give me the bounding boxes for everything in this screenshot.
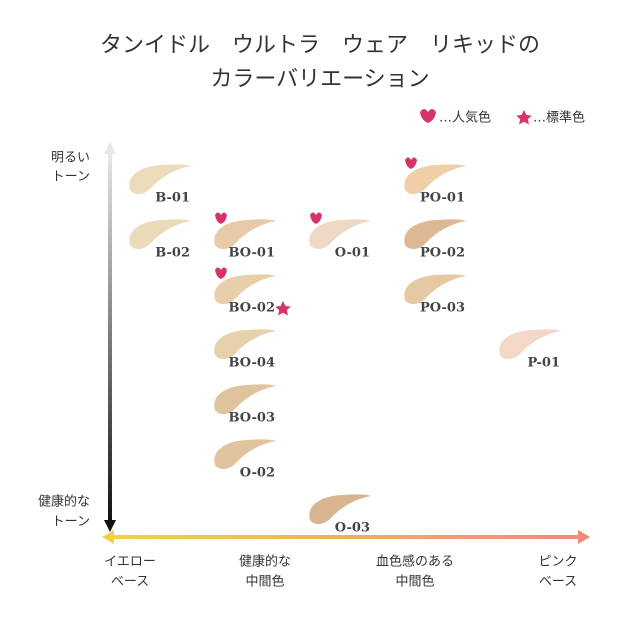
- y-axis: [108, 152, 112, 522]
- standard-icon: [275, 301, 291, 316]
- swatch-label: P-01: [527, 356, 560, 371]
- popular-icon: [215, 267, 227, 279]
- swatch-label: O-03: [335, 521, 370, 536]
- swatch: O-03: [309, 494, 371, 536]
- swatch-stroke: [129, 164, 191, 195]
- x-label: ベース: [111, 575, 149, 590]
- x-axis: [112, 535, 580, 539]
- swatch-label: O-01: [335, 246, 370, 261]
- x-label: ピンク: [538, 555, 577, 570]
- swatch-label: B-01: [155, 191, 190, 206]
- swatch-label: PO-02: [420, 246, 465, 261]
- swatch-stroke: [214, 219, 276, 250]
- y-label: トーン: [52, 170, 90, 185]
- swatch: O-02: [214, 439, 276, 481]
- swatch-stroke: [214, 439, 276, 470]
- swatch-label: BO-04: [228, 356, 275, 371]
- swatch: PO-02: [404, 219, 466, 261]
- title-line: カラーバリエーション: [210, 67, 429, 92]
- swatch-stroke: [309, 219, 371, 250]
- x-label: ベース: [539, 575, 577, 590]
- popular-icon: [405, 157, 417, 169]
- swatch: B-02: [129, 219, 191, 261]
- swatch-stroke: [499, 329, 561, 360]
- y-arrow-bottom: [104, 520, 116, 532]
- swatch: B-01: [129, 164, 191, 206]
- swatch: BO-04: [214, 329, 276, 371]
- y-label: 健康的な: [38, 494, 90, 510]
- x-label: 血色感のある: [376, 554, 454, 570]
- swatch-label: BO-02: [228, 301, 275, 316]
- popular-icon: [215, 212, 227, 224]
- popular-icon: [420, 109, 436, 123]
- x-label: 中間色: [245, 574, 284, 590]
- y-label: 明るい: [51, 151, 90, 166]
- swatch-label: PO-01: [420, 191, 465, 206]
- swatch-stroke: [214, 329, 276, 360]
- swatch-label: BO-03: [228, 411, 275, 426]
- legend-standard: …標準色: [533, 110, 585, 126]
- y-label: トーン: [52, 515, 90, 530]
- swatch: P-01: [499, 329, 561, 371]
- title-line: タンイドル ウルトラ ウェア リキッドの: [100, 33, 540, 58]
- x-label: 健康的な: [239, 554, 291, 570]
- swatch-label: O-02: [240, 466, 275, 481]
- swatch-label: BO-01: [228, 246, 275, 261]
- swatch-stroke: [404, 219, 466, 250]
- legend: …人気色 …標準色: [420, 109, 585, 126]
- standard-icon: [516, 110, 532, 125]
- x-arrow-left: [102, 530, 114, 544]
- swatch: BO-03: [214, 384, 276, 426]
- swatch: O-01: [309, 212, 371, 261]
- swatch-stroke: [214, 274, 276, 305]
- swatch-label: B-02: [155, 246, 190, 261]
- popular-icon: [310, 212, 322, 224]
- y-arrow-top: [104, 142, 116, 154]
- legend-popular: …人気色: [439, 110, 491, 126]
- x-label: 中間色: [395, 574, 434, 590]
- x-arrow-right: [578, 530, 590, 544]
- swatch-stroke: [404, 164, 466, 195]
- swatch: BO-02: [214, 267, 291, 316]
- swatch-stroke: [309, 494, 371, 525]
- swatch: PO-03: [404, 274, 466, 316]
- x-label: イエロー: [104, 555, 156, 570]
- swatch: PO-01: [404, 157, 466, 206]
- swatch-label: PO-03: [420, 301, 465, 316]
- swatch-stroke: [214, 384, 276, 415]
- swatch: BO-01: [214, 212, 276, 261]
- swatch-stroke: [129, 219, 191, 250]
- swatch-stroke: [404, 274, 466, 305]
